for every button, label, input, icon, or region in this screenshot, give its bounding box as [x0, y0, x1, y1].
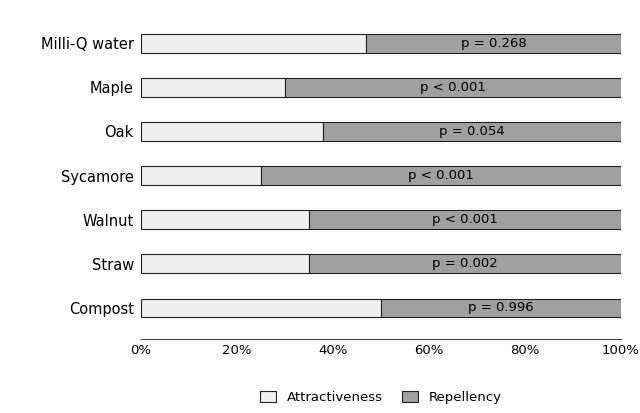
Bar — [141, 210, 309, 229]
Bar — [141, 299, 381, 317]
Bar — [323, 122, 621, 141]
Bar — [141, 34, 366, 52]
Bar — [381, 299, 621, 317]
Text: p = 0.268: p = 0.268 — [461, 37, 527, 50]
Text: p = 0.996: p = 0.996 — [468, 301, 534, 314]
Bar — [141, 122, 323, 141]
Legend: Attractiveness, Repellency: Attractiveness, Repellency — [260, 391, 502, 404]
Bar — [141, 78, 285, 97]
Bar — [309, 254, 621, 273]
Text: p = 0.054: p = 0.054 — [439, 125, 505, 138]
Bar — [285, 78, 621, 97]
Bar — [261, 166, 621, 185]
Text: p = 0.002: p = 0.002 — [432, 257, 498, 270]
Bar — [141, 254, 309, 273]
Text: p < 0.001: p < 0.001 — [408, 169, 474, 182]
Text: p < 0.001: p < 0.001 — [432, 213, 498, 226]
Text: p < 0.001: p < 0.001 — [420, 81, 486, 94]
Bar — [141, 166, 261, 185]
Bar — [309, 210, 621, 229]
Bar — [366, 34, 621, 52]
